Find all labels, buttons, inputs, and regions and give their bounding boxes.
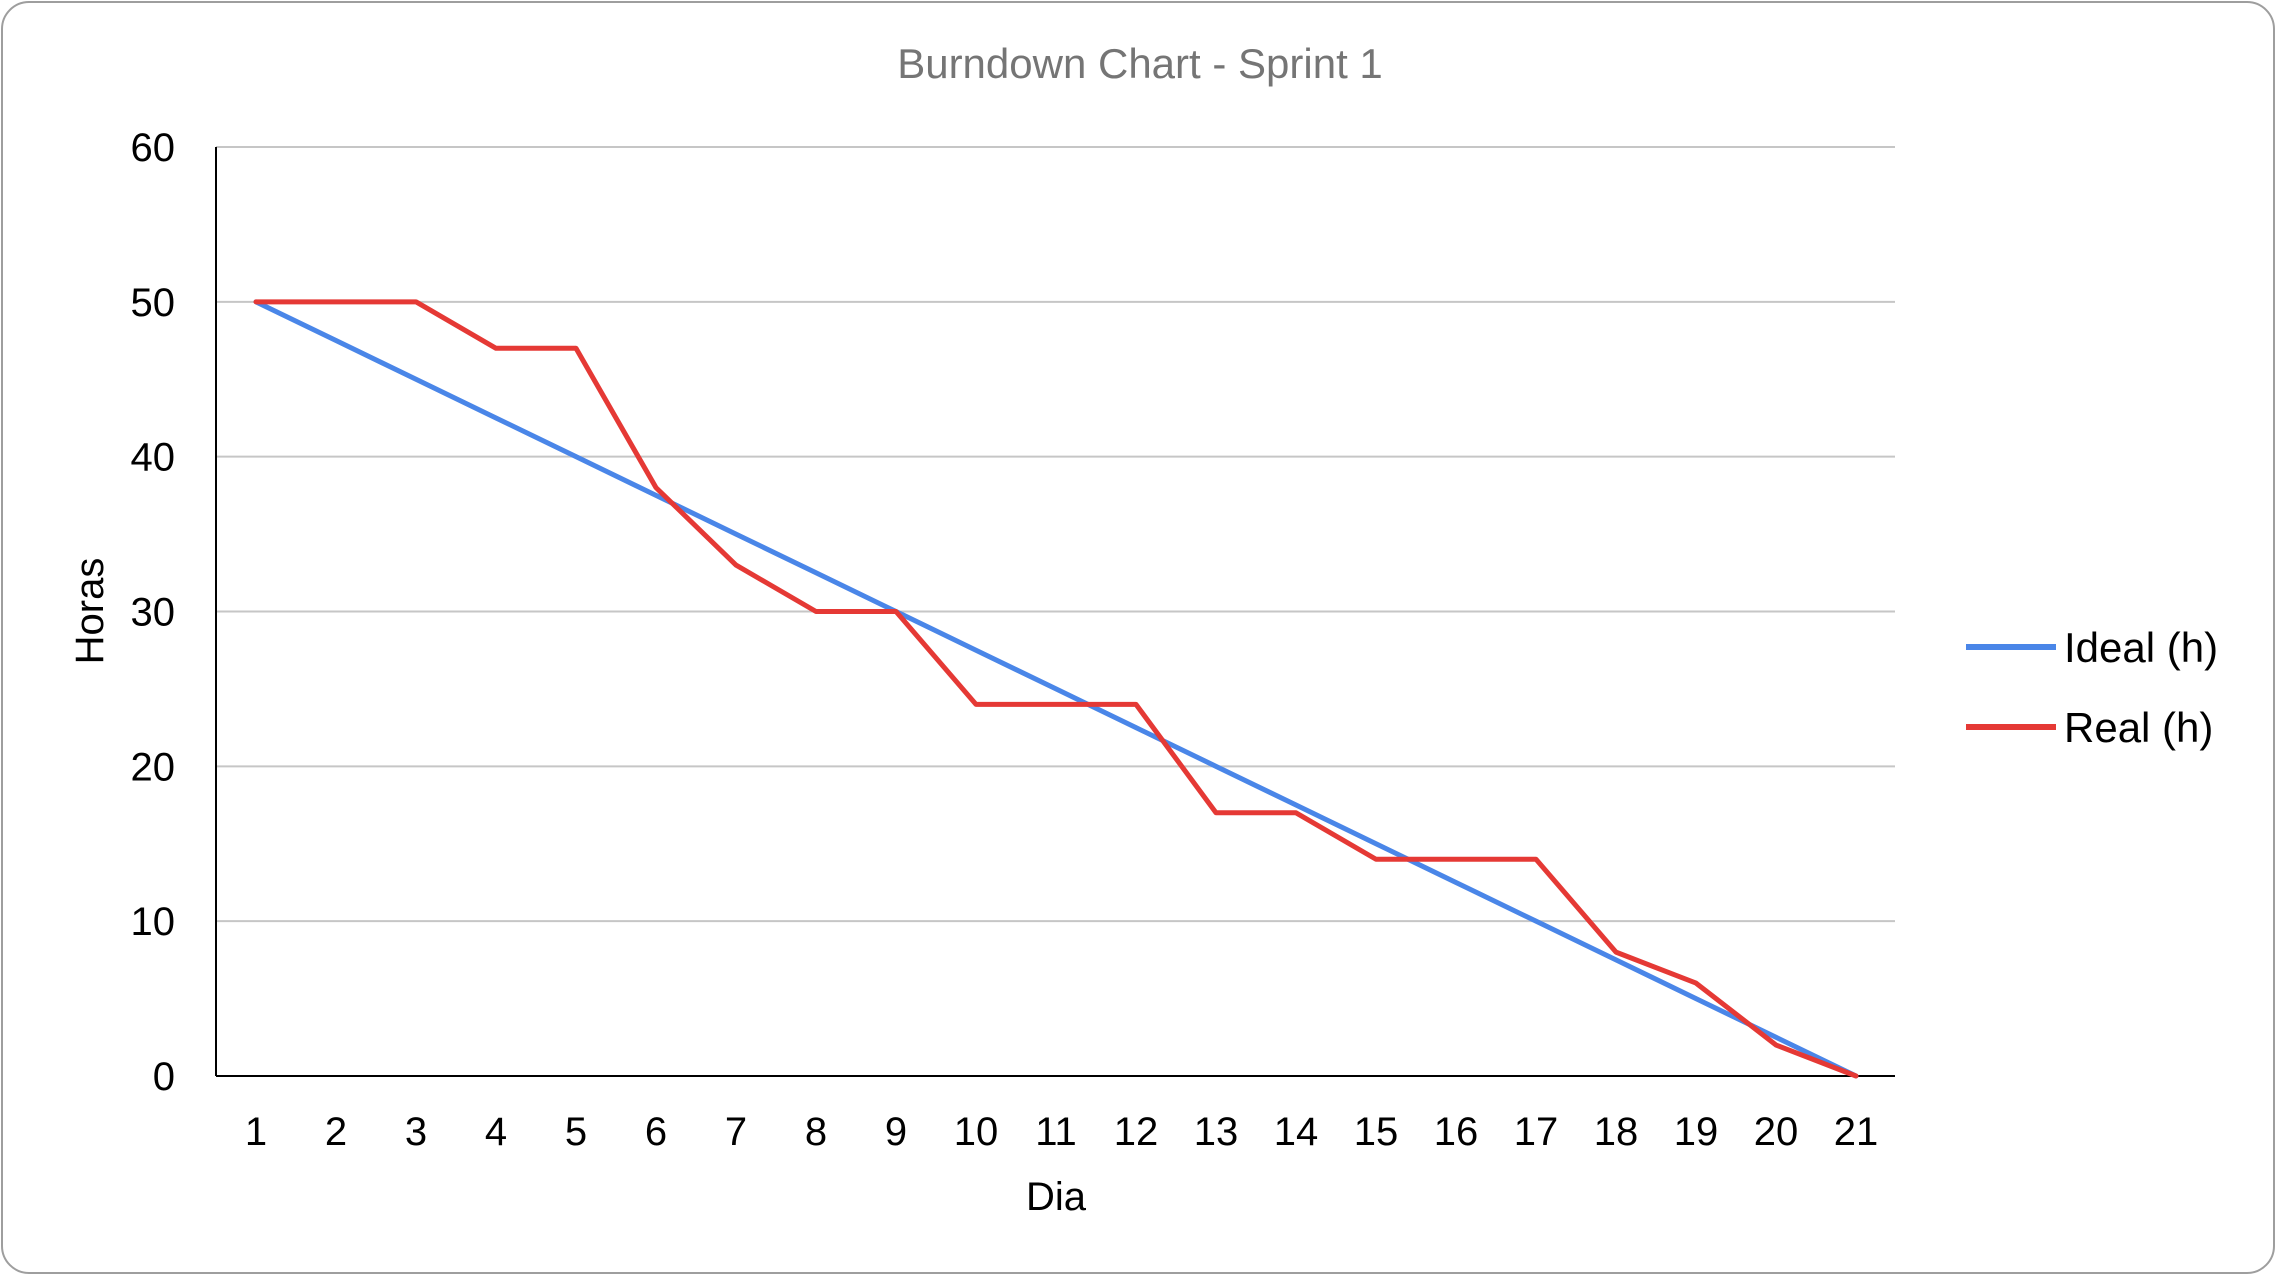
x-tick-label: 4 bbox=[485, 1110, 507, 1154]
y-tick-label: 10 bbox=[131, 900, 176, 944]
series-line-real bbox=[253, 299, 1859, 1079]
y-tick-label: 20 bbox=[131, 745, 176, 789]
legend-label: Real (h) bbox=[2064, 704, 2213, 751]
x-tick-label: 17 bbox=[1514, 1110, 1559, 1154]
legend: Ideal (h) Real (h) bbox=[1966, 624, 2218, 751]
x-tick-label: 9 bbox=[885, 1110, 907, 1154]
x-tick-label: 2 bbox=[325, 1110, 347, 1154]
legend-label: Ideal (h) bbox=[2064, 624, 2218, 671]
y-tick-label: 30 bbox=[131, 591, 176, 635]
y-tick-label: 60 bbox=[131, 126, 176, 170]
x-tick-label: 11 bbox=[1035, 1110, 1077, 1154]
x-tick-label: 20 bbox=[1754, 1110, 1799, 1154]
x-tick-label: 8 bbox=[805, 1110, 827, 1154]
x-tick-label: 12 bbox=[1114, 1110, 1159, 1154]
series-lines bbox=[253, 299, 1859, 1079]
y-axis-ticks: 0 10 20 30 40 50 60 bbox=[131, 126, 176, 1099]
x-tick-label: 15 bbox=[1354, 1110, 1399, 1154]
x-tick-label: 5 bbox=[565, 1110, 587, 1154]
x-tick-label: 14 bbox=[1274, 1110, 1319, 1154]
x-tick-label: 6 bbox=[645, 1110, 667, 1154]
x-tick-label: 1 bbox=[245, 1110, 267, 1154]
x-tick-label: 16 bbox=[1434, 1110, 1479, 1154]
chart-title: Burndown Chart - Sprint 1 bbox=[897, 40, 1383, 87]
x-tick-label: 3 bbox=[405, 1110, 427, 1154]
x-tick-label: 18 bbox=[1594, 1110, 1639, 1154]
y-axis-label: Horas bbox=[68, 558, 112, 665]
y-tick-label: 40 bbox=[131, 436, 176, 480]
gridlines bbox=[216, 146, 1895, 923]
x-tick-label: 13 bbox=[1194, 1110, 1239, 1154]
burndown-chart: Burndown Chart - Sprint 1 0102030405060 … bbox=[68, 40, 2218, 1219]
x-axis-ticks: 1 2 3 4 5 6 7 8 9 10 11 12 13 14 15 16 17 18 19 20 21 bbox=[245, 1110, 1878, 1154]
y-tick-label: 50 bbox=[131, 281, 176, 325]
x-tick-label: 21 bbox=[1834, 1110, 1879, 1154]
x-tick-label: 7 bbox=[725, 1110, 747, 1154]
x-axis-label: Dia bbox=[1026, 1175, 1087, 1219]
x-tick-label: 19 bbox=[1674, 1110, 1719, 1154]
y-tick-label: 0 bbox=[153, 1055, 175, 1099]
x-tick-label: 10 bbox=[954, 1110, 999, 1154]
series-line-ideal bbox=[253, 299, 1859, 1079]
